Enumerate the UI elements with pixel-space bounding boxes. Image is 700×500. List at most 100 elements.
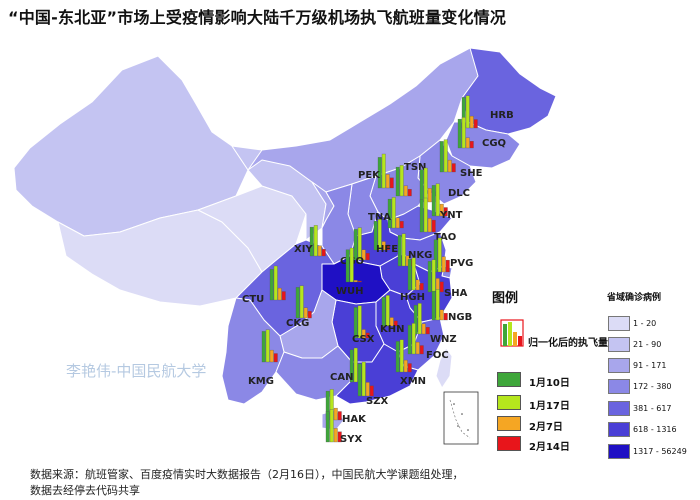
airport-bar-wnz-1: [413, 304, 418, 335]
airport-bar-foc-4: [419, 345, 424, 355]
airport-wnz: WNZ: [413, 303, 457, 345]
airport-bar-pek-2: [381, 153, 386, 189]
airport-bar-cgq-1: [457, 118, 462, 149]
airport-bar-kmg-3: [269, 349, 274, 363]
airport-bar-wnz-2: [417, 303, 422, 335]
airport-bar-cgq-4: [469, 141, 474, 149]
airport-label-szx: SZX: [366, 396, 388, 407]
airport-pek: PEK: [358, 153, 394, 189]
airport-bar-xmn-4: [407, 363, 412, 373]
legend-date-label: 1月10日: [529, 378, 570, 389]
airport-bar-wuh-3: [353, 280, 358, 283]
airport-pvg: PVG: [433, 237, 473, 273]
airport-bar-syx-3: [333, 428, 338, 443]
airport-bar-hak-3: [333, 407, 338, 421]
airport-hfe: HFE: [373, 219, 398, 255]
legend-date-swatch: [497, 416, 521, 431]
airport-bar-csx-1: [353, 307, 358, 339]
airport-bar-dlc-2: [423, 167, 428, 203]
airport-bar-hgh-4: [419, 283, 424, 291]
airport-bar-nkg-2: [401, 233, 406, 267]
airport-tna: TNA: [368, 197, 404, 229]
airport-bar-xiy-2: [313, 225, 318, 257]
airport-bar-tna-4: [399, 221, 404, 229]
airport-bar-kmg-4: [273, 353, 278, 363]
airport-bar-syx-2: [329, 409, 334, 443]
airport-label-khn: KHN: [380, 324, 405, 335]
airport-tao: TAO: [419, 197, 456, 243]
province-taiwan: [435, 347, 453, 389]
case-class-label: 21 - 90: [633, 340, 662, 349]
case-class-7: 1317 - 56249: [608, 444, 687, 459]
bar-group-legend-icon: [500, 319, 524, 347]
legend-date-label: 2月14日: [529, 442, 570, 453]
airport-label-cgq: CGQ: [482, 138, 506, 149]
airport-bar-she-4: [451, 163, 456, 173]
airport-label-xmn: XMN: [400, 376, 426, 387]
case-class-label: 91 - 171: [633, 361, 667, 370]
airport-bar-tna-3: [395, 217, 400, 229]
case-class-6: 618 - 1316: [608, 422, 686, 437]
airport-bar-hgh-2: [411, 257, 416, 291]
airport-bar-ctu-2: [273, 265, 278, 301]
case-class-swatch: [608, 358, 630, 373]
airport-bar-szx-3: [365, 382, 370, 397]
airport-label-foc: FOC: [426, 350, 449, 361]
legend-bar-label: 归一化后的执飞量: [528, 338, 608, 349]
airport-bar-ynt-3: [439, 203, 444, 217]
airport-bar-ctu-3: [277, 287, 282, 301]
airport-bar-khn-3: [389, 317, 394, 327]
airport-bar-tao-1: [419, 199, 424, 233]
airport-label-nkg: NKG: [408, 250, 432, 261]
airport-label-kmg: KMG: [248, 376, 274, 387]
airport-bar-tsn-4: [407, 189, 412, 197]
airport-ynt: YNT: [431, 183, 463, 221]
case-class-label: 381 - 617: [633, 404, 672, 413]
south-china-sea-inset: [443, 391, 479, 445]
airport-label-dlc: DLC: [448, 188, 470, 199]
case-class-4: 172 - 380: [608, 379, 686, 394]
case-class-swatch: [608, 444, 630, 459]
case-class-label: 618 - 1316: [633, 425, 677, 434]
airport-bar-cgo-2: [357, 227, 362, 261]
airport-bar-kmg-2: [265, 329, 270, 363]
airport-bar-ckg-3: [303, 307, 308, 319]
airport-bar-ckg-1: [295, 287, 300, 319]
airport-sha: SHA: [427, 259, 468, 299]
airport-label-hak: HAK: [342, 414, 367, 425]
airport-bar-xiy-4: [321, 249, 326, 257]
airport-bar-pek-4: [389, 177, 394, 189]
case-class-swatch: [608, 379, 630, 394]
case-class-label: 1 - 20: [633, 319, 657, 328]
airport-bar-hfe-3: [381, 241, 386, 251]
airport-label-wnz: WNZ: [430, 334, 457, 345]
airport-bar-xmn-2: [399, 339, 404, 373]
source-line-2: 数据去经停去代码共享: [30, 484, 140, 497]
airport-bar-can-1: [349, 349, 354, 383]
airport-bar-ynt-4: [443, 207, 448, 217]
airport-bar-xmn-3: [403, 359, 408, 373]
airport-foc: FOC: [407, 323, 449, 361]
airport-xmn: XMN: [395, 339, 426, 387]
airport-bar-tna-1: [387, 198, 392, 229]
airport-szx: SZX: [357, 361, 388, 407]
airport-bar-ngb-3: [439, 309, 444, 321]
airport-bar-wuh-1: [345, 249, 350, 283]
airport-label-hrb: HRB: [490, 110, 514, 121]
case-class-label: 172 - 380: [633, 382, 672, 391]
airport-nkg: NKG: [397, 233, 432, 267]
airport-bar-wuh-2: [349, 247, 354, 283]
airport-bar-cgo-4: [365, 253, 370, 261]
airport-xiy: XIY: [294, 225, 326, 257]
airport-bar-she-2: [443, 139, 448, 173]
airport-bar-syx-1: [325, 411, 330, 443]
airport-bar-she-1: [439, 141, 444, 173]
airport-label-tna: TNA: [368, 212, 391, 223]
case-class-1: 1 - 20: [608, 316, 686, 331]
airport-bar-foc-2: [411, 323, 416, 355]
airport-dlc: DLC: [419, 167, 470, 203]
airport-bar-ngb-4: [443, 313, 448, 321]
case-class-2: 21 - 90: [608, 337, 686, 352]
case-class-3: 91 - 171: [608, 358, 686, 373]
airport-bar-sha-1: [427, 261, 432, 293]
